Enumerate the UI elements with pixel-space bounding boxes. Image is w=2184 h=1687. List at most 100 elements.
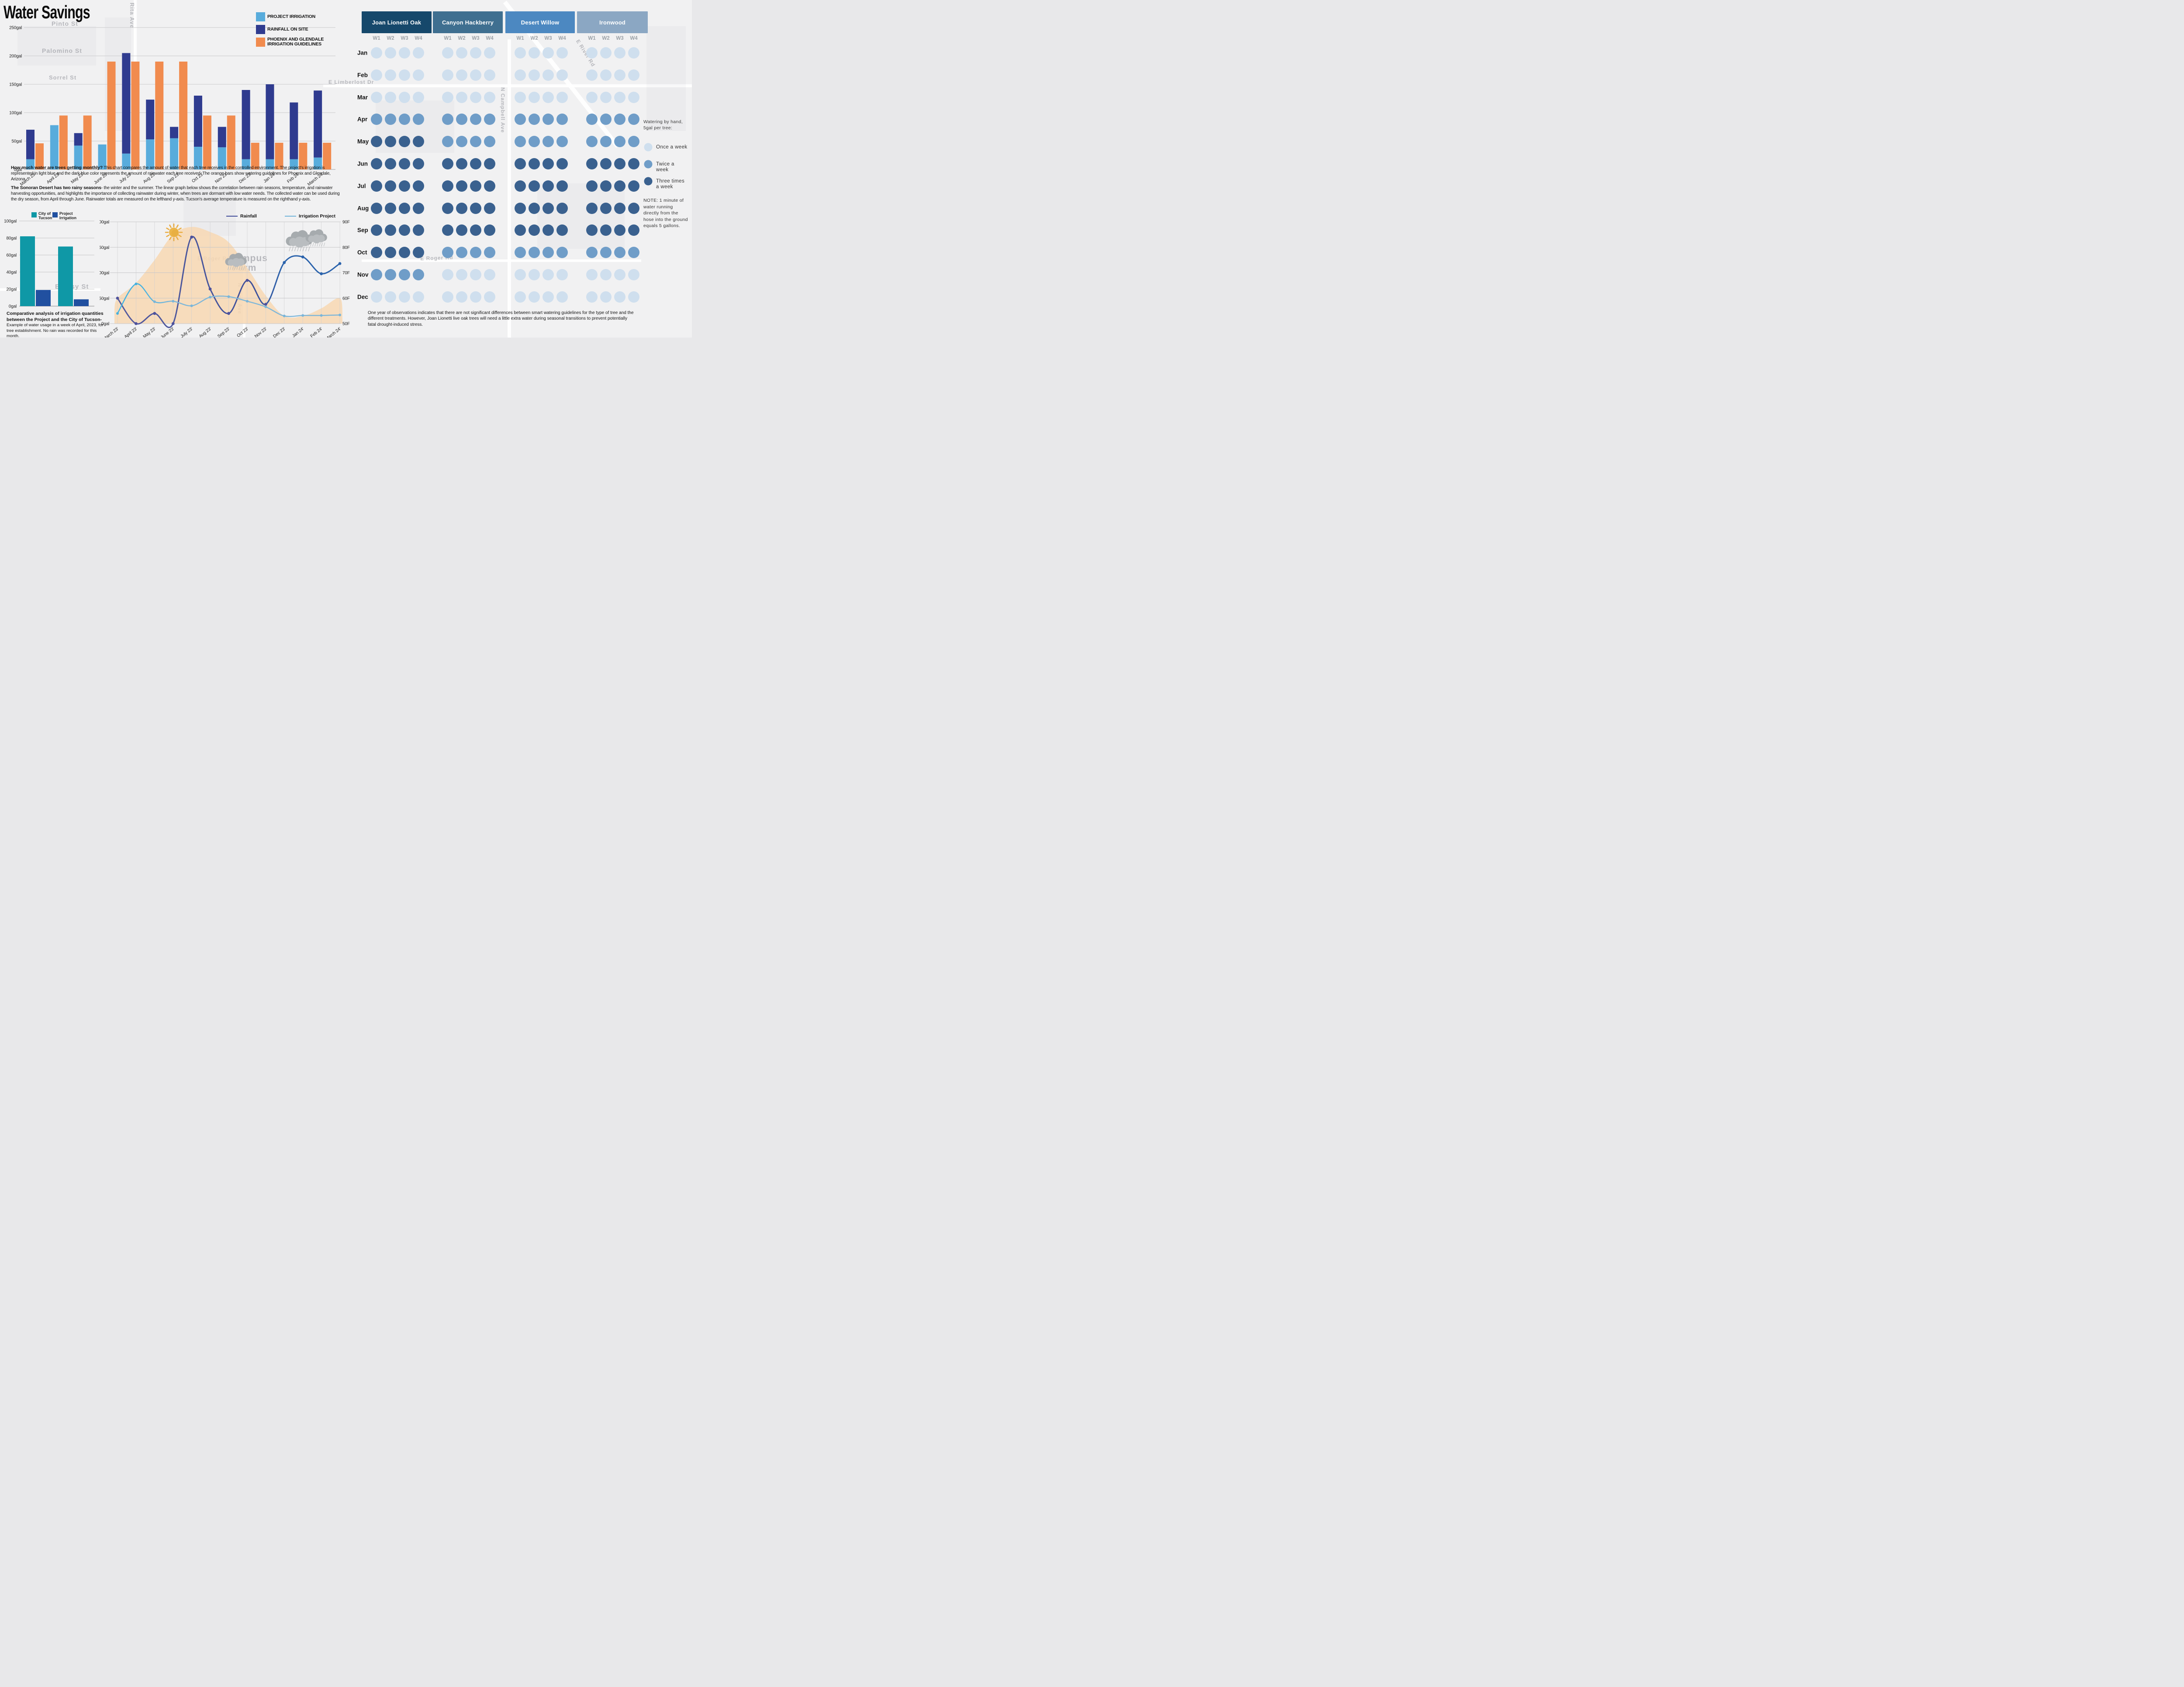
- x-axis-label: Aug 23': [198, 327, 212, 338]
- watering-dot-nov-desert-willow-w2: [529, 269, 540, 280]
- watering-dot-dec-ironwood-w2: [600, 291, 612, 303]
- watering-dot-oct-ironwood-w1: [586, 247, 598, 259]
- watering-dot-jun-desert-willow-w4: [556, 158, 568, 169]
- watering-dot-nov-ironwood-w1: [586, 269, 598, 280]
- legend-item: PHOENIX AND GLENDALE IRRIGATION GUIDELIN…: [256, 37, 330, 47]
- irrigation-point: [209, 296, 212, 299]
- watering-dot-feb-desert-willow-w3: [543, 69, 554, 81]
- decorative-element: [243, 266, 245, 270]
- rainfall-point: [135, 322, 138, 325]
- watering-dot-mar-desert-willow-w1: [515, 91, 526, 103]
- decorative-element: [302, 246, 305, 252]
- left-axis-tick: 100gal: [100, 271, 109, 276]
- legend-swatch: [256, 25, 265, 34]
- watering-dot-jun-joan-lionetti-oak-w1: [371, 158, 382, 169]
- decorative-element: [169, 224, 172, 228]
- watering-dot-jun-desert-willow-w1: [515, 158, 526, 169]
- watering-dot-apr-canyon-hackberry-w2: [456, 114, 467, 125]
- legend-swatch: [256, 12, 265, 21]
- rainfall-point: [171, 322, 175, 325]
- bar-group-Dec 23': [242, 90, 259, 169]
- watering-dot-sep-desert-willow-w4: [556, 224, 568, 236]
- rainfall-point: [264, 303, 267, 306]
- watering-dot-oct-joan-lionetti-oak-w4: [413, 247, 424, 259]
- watering-dot-may-joan-lionetti-oak-w3: [399, 136, 410, 148]
- watering-dot-dec-ironwood-w1: [586, 291, 598, 303]
- watering-dot-jun-ironwood-w3: [614, 158, 625, 169]
- watering-dot-may-joan-lionetti-oak-w1: [371, 136, 382, 148]
- x-axis-label: June 23': [160, 327, 175, 338]
- month-label: Oct: [357, 249, 367, 256]
- decorative-element: [178, 228, 182, 230]
- comparison-bar-4: [74, 299, 89, 306]
- map-street-label: E Limberlost Dr: [328, 79, 374, 85]
- month-label: Aug: [357, 205, 369, 212]
- watering-dot-mar-joan-lionetti-oak-w1: [371, 91, 382, 103]
- watering-dot-dec-desert-willow-w2: [529, 291, 540, 303]
- watering-dot-jul-joan-lionetti-oak-w1: [371, 180, 382, 192]
- watering-dot-apr-ironwood-w4: [628, 114, 639, 125]
- watering-dot-nov-joan-lionetti-oak-w1: [371, 269, 382, 280]
- x-axis-label: May 23': [142, 327, 157, 338]
- decorative-element: [230, 266, 232, 270]
- watering-dot-oct-ironwood-w2: [600, 247, 612, 259]
- watering-dot-jan-ironwood-w3: [614, 47, 625, 59]
- watering-dot-feb-joan-lionetti-oak-w2: [385, 69, 396, 81]
- map-street-label: Palomino St: [42, 47, 82, 54]
- watering-dot-nov-ironwood-w4: [628, 269, 639, 280]
- watering-legend-label: Twice a week: [656, 162, 674, 172]
- watering-dot-nov-joan-lionetti-oak-w4: [413, 269, 424, 280]
- irrigation-point: [116, 312, 119, 315]
- watering-dot-nov-canyon-hackberry-w4: [484, 269, 495, 280]
- watering-dot-sep-canyon-hackberry-w3: [470, 224, 481, 236]
- bar-guidelines: [83, 115, 92, 169]
- watering-dot-may-ironwood-w2: [600, 136, 612, 148]
- watering-dot-aug-desert-willow-w3: [543, 202, 554, 214]
- watering-legend-label: Once a week: [656, 145, 688, 150]
- watering-dot-jul-ironwood-w2: [600, 180, 612, 192]
- watering-dot-mar-canyon-hackberry-w2: [456, 91, 467, 103]
- bar-group-Oct 23': [194, 96, 211, 169]
- watering-dot-may-canyon-hackberry-w1: [442, 136, 453, 148]
- comparison-plot: 100gal 80gal 60gal 40gal 20gal 0gal: [4, 219, 94, 309]
- watering-dot-oct-desert-willow-w2: [529, 247, 540, 259]
- description-2-lead: The Sonoran Desert has two rainy seasons: [11, 185, 101, 190]
- page-title: Water Savings: [3, 2, 90, 22]
- watering-dot-oct-canyon-hackberry-w2: [456, 247, 467, 259]
- watering-dot-apr-desert-willow-w2: [529, 114, 540, 125]
- watering-dot-mar-joan-lionetti-oak-w4: [413, 91, 424, 103]
- watering-dot-mar-desert-willow-w4: [556, 91, 568, 103]
- watering-dot-jan-ironwood-w1: [586, 47, 598, 59]
- watering-dot-mar-ironwood-w2: [600, 91, 612, 103]
- x-axis-label: March 24': [325, 327, 342, 338]
- bar-rainfall-on-site: [242, 90, 250, 159]
- watering-dot-jan-desert-willow-w2: [529, 47, 540, 59]
- watering-dot-jul-joan-lionetti-oak-w4: [413, 180, 424, 192]
- bar-project-irrigation: [170, 138, 179, 169]
- decorative-element: [308, 242, 310, 247]
- decorative-element: [305, 246, 308, 252]
- watering-dot-mar-desert-willow-w3: [543, 91, 554, 103]
- x-axis-label: Jan 24': [291, 327, 305, 338]
- bar-project-irrigation: [74, 145, 83, 169]
- week-label: W4: [558, 36, 566, 41]
- conclusion-paragraph: One year of observations indicates that …: [368, 310, 634, 327]
- irrigation-point: [172, 300, 175, 303]
- y-axis-tick: 60gal: [7, 253, 17, 258]
- y-axis-tick: 40gal: [7, 270, 17, 275]
- watering-dot-dec-joan-lionetti-oak-w1: [371, 291, 382, 303]
- watering-dot-jul-ironwood-w3: [614, 180, 625, 192]
- month-label: Feb: [357, 72, 368, 79]
- watering-legend-label: Three times a week: [656, 179, 685, 190]
- legend-label: PHOENIX AND GLENDALE IRRIGATION GUIDELIN…: [267, 37, 324, 47]
- description-2-body: - the winter and the summer. The linear …: [11, 186, 340, 202]
- left-axis-tick: 150gal: [100, 245, 109, 250]
- bar-guidelines: [107, 62, 116, 169]
- watering-dot-nov-ironwood-w3: [614, 269, 625, 280]
- watering-dot-sep-desert-willow-w1: [515, 224, 526, 236]
- week-label: W1: [516, 36, 524, 41]
- bar-project-irrigation: [266, 159, 274, 169]
- bar-project-irrigation: [50, 125, 59, 169]
- bar-guidelines: [227, 115, 235, 169]
